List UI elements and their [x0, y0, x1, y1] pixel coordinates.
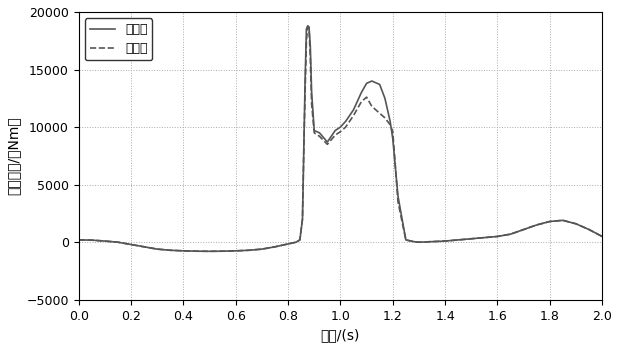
优化前 [284, 242, 292, 246]
优化前 [154, 247, 161, 251]
Y-axis label: 曲柄扭矩/（Nm）: 曲柄扭矩/（Nm） [7, 117, 21, 195]
优化前 [304, 25, 311, 29]
优化后 [342, 119, 349, 124]
优化前 [342, 125, 349, 129]
优化前 [415, 240, 423, 244]
Legend: 优化后, 优化前: 优化后, 优化前 [85, 18, 152, 60]
优化前 [206, 249, 214, 253]
优化后 [75, 238, 82, 242]
优化前 [101, 239, 108, 243]
优化后 [284, 242, 292, 246]
优化后 [154, 247, 161, 251]
优化后 [101, 239, 108, 243]
优化后 [599, 235, 606, 239]
优化后 [206, 249, 214, 253]
Line: 优化后: 优化后 [79, 26, 602, 251]
优化前 [193, 249, 200, 253]
优化后 [304, 24, 311, 28]
优化后 [415, 240, 423, 244]
优化前 [75, 238, 82, 242]
X-axis label: 时间/(s): 时间/(s) [321, 328, 360, 342]
优化后 [193, 249, 200, 253]
Line: 优化前: 优化前 [79, 27, 602, 251]
优化前 [599, 235, 606, 239]
